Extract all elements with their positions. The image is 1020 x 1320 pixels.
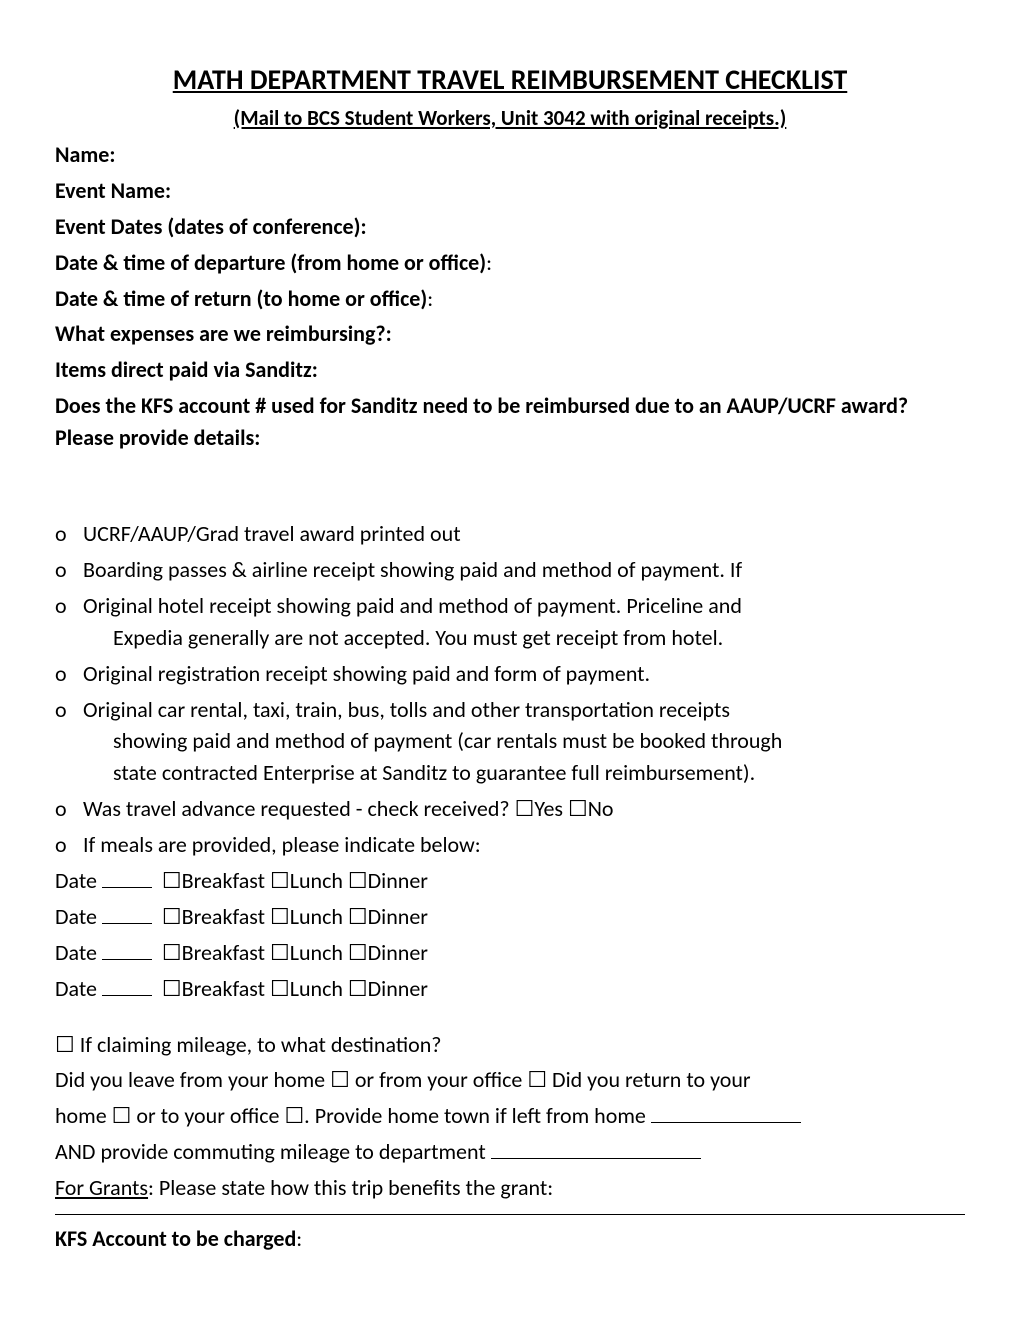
horizontal-rule [55, 1214, 965, 1215]
checkbox-breakfast[interactable]: ☐ [162, 901, 182, 933]
checkbox-lunch[interactable]: ☐ [270, 865, 290, 897]
date-blank[interactable] [102, 906, 152, 924]
field-kfs-question: Does the KFS account # used for Sanditz … [55, 390, 965, 454]
hometown-blank[interactable] [651, 1105, 801, 1123]
check-text: Original registration receipt showing pa… [83, 658, 965, 690]
check-text: Original hotel receipt showing paid and … [83, 590, 965, 654]
check-item-meals: o If meals are provided, please indicate… [55, 829, 965, 861]
field-event-name: Event Name: [55, 175, 965, 207]
checkbox-from-home[interactable]: ☐ [330, 1064, 350, 1096]
check-item-hotel: o Original hotel receipt showing paid an… [55, 590, 965, 654]
date-blank[interactable] [102, 978, 152, 996]
checkbox-dinner[interactable]: ☐ [348, 973, 368, 1005]
date-blank[interactable] [102, 942, 152, 960]
spacer [55, 458, 965, 518]
check-text: Boarding passes & airline receipt showin… [83, 554, 965, 586]
meal-row-1: Date ☐Breakfast ☐Lunch ☐Dinner [55, 865, 965, 897]
mileage-line3: AND provide commuting mileage to departm… [55, 1136, 965, 1168]
checkbox-no[interactable]: ☐ [568, 793, 588, 825]
bullet-icon: o [55, 829, 83, 861]
kfs-charge-line: KFS Account to be charged: [55, 1223, 965, 1255]
check-text: If meals are provided, please indicate b… [83, 829, 965, 861]
bullet-icon: o [55, 554, 83, 586]
field-departure: Date & time of departure (from home or o… [55, 247, 965, 279]
checkbox-dinner[interactable]: ☐ [348, 865, 368, 897]
check-text: UCRF/AAUP/Grad travel award printed out [83, 518, 965, 550]
check-item-transport: o Original car rental, taxi, train, bus,… [55, 694, 965, 790]
meal-row-2: Date ☐Breakfast ☐Lunch ☐Dinner [55, 901, 965, 933]
bullet-icon: o [55, 694, 83, 726]
meal-row-3: Date ☐Breakfast ☐Lunch ☐Dinner [55, 937, 965, 969]
checkbox-yes[interactable]: ☐ [515, 793, 535, 825]
check-item-boarding: o Boarding passes & airline receipt show… [55, 554, 965, 586]
mileage-line2: home ☐ or to your office ☐. Provide home… [55, 1100, 965, 1132]
checkbox-dinner[interactable]: ☐ [348, 901, 368, 933]
checkbox-breakfast[interactable]: ☐ [162, 865, 182, 897]
checkbox-breakfast[interactable]: ☐ [162, 973, 182, 1005]
date-blank[interactable] [102, 870, 152, 888]
checkbox-breakfast[interactable]: ☐ [162, 937, 182, 969]
meal-row-4: Date ☐Breakfast ☐Lunch ☐Dinner [55, 973, 965, 1005]
check-text: Original car rental, taxi, train, bus, t… [83, 694, 965, 790]
check-item-advance: o Was travel advance requested - check r… [55, 793, 965, 825]
mileage-line1: Did you leave from your home ☐ or from y… [55, 1064, 965, 1096]
check-text: Was travel advance requested - check rec… [83, 793, 965, 825]
bullet-icon: o [55, 518, 83, 550]
grants-line: For Grants: Please state how this trip b… [55, 1172, 965, 1204]
checkbox-dinner[interactable]: ☐ [348, 937, 368, 969]
bullet-icon: o [55, 658, 83, 690]
checkbox-mileage[interactable]: ☐ [55, 1029, 75, 1061]
checkbox-from-office[interactable]: ☐ [527, 1064, 547, 1096]
checkbox-to-office[interactable]: ☐ [284, 1100, 304, 1132]
checkbox-lunch[interactable]: ☐ [270, 937, 290, 969]
checkbox-lunch[interactable]: ☐ [270, 973, 290, 1005]
check-item-award: o UCRF/AAUP/Grad travel award printed ou… [55, 518, 965, 550]
field-event-dates: Event Dates (dates of conference): [55, 211, 965, 243]
field-sanditz: Items direct paid via Sanditz: [55, 354, 965, 386]
doc-subtitle: (Mail to BCS Student Workers, Unit 3042 … [55, 103, 965, 133]
check-item-registration: o Original registration receipt showing … [55, 658, 965, 690]
grants-label: For Grants [55, 1174, 148, 1201]
checklist: o UCRF/AAUP/Grad travel award printed ou… [55, 518, 965, 861]
doc-title: MATH DEPARTMENT TRAVEL REIMBURSEMENT CHE… [55, 60, 965, 101]
field-return: Date & time of return (to home or office… [55, 283, 965, 315]
commute-blank[interactable] [491, 1141, 701, 1159]
bullet-icon: o [55, 590, 83, 622]
mileage-question: ☐ If claiming mileage, to what destinati… [55, 1029, 965, 1061]
field-name: Name: [55, 139, 965, 171]
checkbox-lunch[interactable]: ☐ [270, 901, 290, 933]
bullet-icon: o [55, 793, 83, 825]
checkbox-to-home[interactable]: ☐ [112, 1100, 132, 1132]
field-expenses: What expenses are we reimbursing?: [55, 318, 965, 350]
mileage-section: ☐ If claiming mileage, to what destinati… [55, 1029, 965, 1255]
